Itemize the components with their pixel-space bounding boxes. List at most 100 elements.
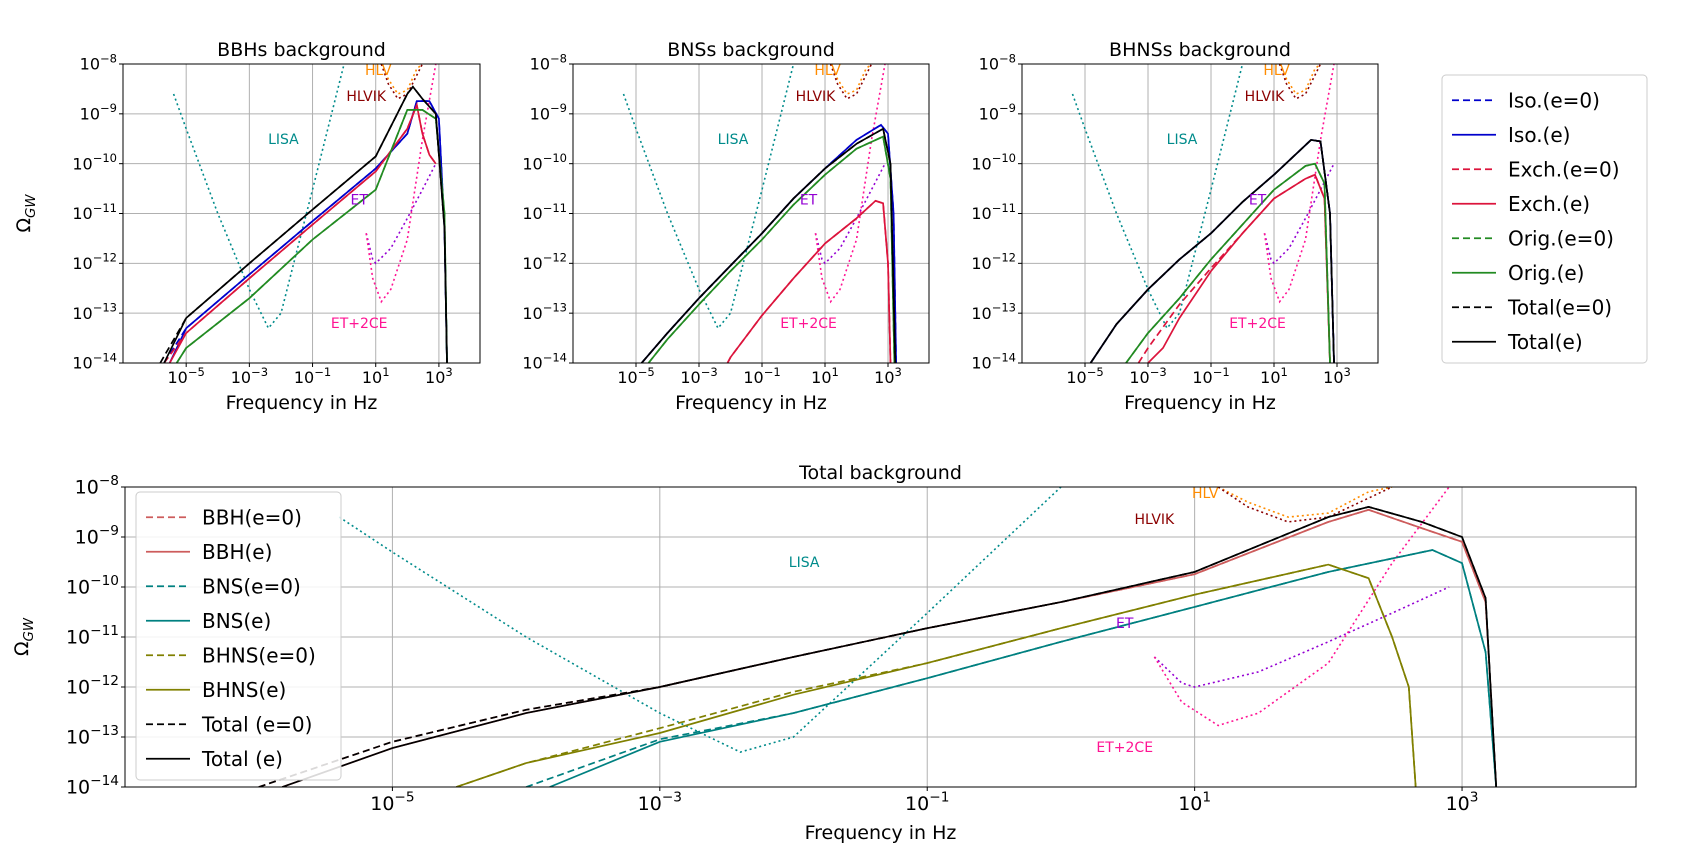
detector-label-lisa: LISA xyxy=(718,132,749,148)
y-tick-label: 10−14 xyxy=(66,773,119,799)
detector-hlvik-curve xyxy=(1217,487,1393,523)
detector-curves xyxy=(338,487,1450,753)
y-tick-label: 10−8 xyxy=(530,51,567,73)
legend-label-total-e: Total(e) xyxy=(1507,330,1583,354)
legend-label-bhns-e-0: BHNS(e=0) xyxy=(202,643,316,667)
series-orig-e-line xyxy=(175,109,448,363)
y-tick-label: 10−14 xyxy=(522,350,567,372)
series-orig-e-line xyxy=(647,135,896,363)
detector-labels: LISA HLV HLVIK ET ET+2CE xyxy=(718,63,841,332)
y-tick-label: 10−10 xyxy=(72,151,117,173)
x-axis-label: Frequency in Hz xyxy=(226,392,378,414)
y-tick-label: 10−10 xyxy=(971,151,1016,173)
x-axis-label: Frequency in Hz xyxy=(1124,392,1276,414)
y-tick-label: 10−9 xyxy=(979,101,1016,123)
legend-label-bbh-e: BBH(e) xyxy=(202,540,272,564)
x-tick-label: 10−3 xyxy=(680,365,717,387)
x-tick-label: 10−1 xyxy=(905,789,949,815)
series-lines xyxy=(258,506,1498,787)
y-tick-label: 10−14 xyxy=(72,350,117,372)
detector-label-et-2ce: ET+2CE xyxy=(780,316,837,332)
x-tick-label: 10−3 xyxy=(231,365,268,387)
y-tick-label: 10−13 xyxy=(971,301,1016,323)
series-orig-e-0-line xyxy=(175,109,448,363)
chart-title: BHNSs background xyxy=(1109,39,1291,61)
detector-label-et: ET xyxy=(350,193,368,209)
y-tick-label: 10−9 xyxy=(530,101,567,123)
series-total-e-line xyxy=(640,127,897,363)
series-exch-e-line xyxy=(168,102,437,363)
legend-label-bns-e: BNS(e) xyxy=(202,609,271,633)
grid xyxy=(123,63,480,364)
series-iso-e-0-line xyxy=(1089,138,1335,363)
detector-label-hlv: HLV xyxy=(814,63,841,79)
y-tick-label: 10−10 xyxy=(522,151,567,173)
detector-et-curve xyxy=(814,163,886,265)
detector-label-et: ET xyxy=(800,193,818,209)
tick-labels: 10−5 10−3 10−1 101 103 10−14 10−13 10−12 10−11 10… xyxy=(66,473,1479,815)
legend-label-exch-e: Exch.(e) xyxy=(1508,192,1590,216)
y-tick-label: 10−13 xyxy=(66,723,119,749)
series-iso-e-0-line xyxy=(163,100,448,363)
x-tick-label: 10−5 xyxy=(617,365,654,387)
x-tick-label: 10−5 xyxy=(168,365,205,387)
detector-label-hlvik: HLVIK xyxy=(346,89,386,105)
detector-label-et: ET xyxy=(1116,616,1134,632)
x-tick-label: 10−1 xyxy=(294,365,331,387)
chart-title: BNSs background xyxy=(667,39,835,61)
x-axis-label: Frequency in Hz xyxy=(675,392,827,414)
detector-label-hlvik: HLVIK xyxy=(1135,512,1175,528)
x-tick-label: 103 xyxy=(874,365,902,387)
detector-et-2ce-curve xyxy=(365,64,437,304)
legend-label-iso-e: Iso.(e) xyxy=(1508,123,1570,147)
x-tick-label: 10−5 xyxy=(370,789,414,815)
grid xyxy=(573,63,929,364)
grid xyxy=(125,486,1636,788)
y-tick-label: 10−8 xyxy=(979,51,1016,73)
series-exch-e-0-line xyxy=(163,102,437,363)
x-axis-label: Frequency in Hz xyxy=(805,822,957,844)
series-exch-e-0-line xyxy=(726,199,892,363)
y-tick-label: 10−12 xyxy=(72,251,117,273)
detector-lisa-curve xyxy=(338,487,1062,753)
detector-label-lisa: LISA xyxy=(268,132,299,148)
x-tick-label: 103 xyxy=(425,365,453,387)
series-total-e-line xyxy=(281,506,1498,787)
detector-curves xyxy=(172,64,437,330)
x-tick-label: 101 xyxy=(1178,789,1211,815)
detector-lisa-curve xyxy=(622,64,795,330)
detector-label-et: ET xyxy=(1249,193,1267,209)
y-tick-label: 10−14 xyxy=(971,350,1016,372)
detector-label-lisa: LISA xyxy=(1167,132,1198,148)
y-tick-label: 10−11 xyxy=(66,623,119,649)
y-tick-label: 10−13 xyxy=(72,301,117,323)
chart-title: Total background xyxy=(798,462,962,484)
x-tick-label: 10−5 xyxy=(1066,365,1103,387)
series-bhns-e-line xyxy=(455,563,1417,787)
detector-label-lisa: LISA xyxy=(789,555,820,571)
legend-label-total-e: Total (e) xyxy=(201,747,283,771)
legend-label-exch-e-0: Exch.(e=0) xyxy=(1508,157,1620,181)
detector-et-2ce-curve xyxy=(814,64,886,304)
x-tick-label: 101 xyxy=(1260,365,1288,387)
tick-labels: 10−5 10−3 10−1 101 103 10−14 10−13 10−12 10−11 10… xyxy=(971,51,1351,387)
x-tick-label: 10−3 xyxy=(638,789,682,815)
detector-labels: LISA HLV HLVIK ET ET+2CE xyxy=(1167,63,1290,332)
legend-label-bbh-e-0: BBH(e=0) xyxy=(202,505,302,529)
series-exch-e-line xyxy=(726,199,892,363)
y-tick-label: 10−12 xyxy=(971,251,1016,273)
detector-curves xyxy=(622,64,886,330)
series-bns-e-0-line xyxy=(525,549,1498,787)
legend-frame xyxy=(135,491,342,781)
detector-et-curve xyxy=(1153,586,1450,688)
detector-curves xyxy=(1071,64,1335,330)
y-tick-label: 10−8 xyxy=(75,473,119,499)
x-tick-label: 10−1 xyxy=(743,365,780,387)
series-orig-e-0-line xyxy=(647,135,896,363)
series-bns-e-line xyxy=(549,549,1498,787)
y-tick-label: 10−12 xyxy=(66,673,119,699)
